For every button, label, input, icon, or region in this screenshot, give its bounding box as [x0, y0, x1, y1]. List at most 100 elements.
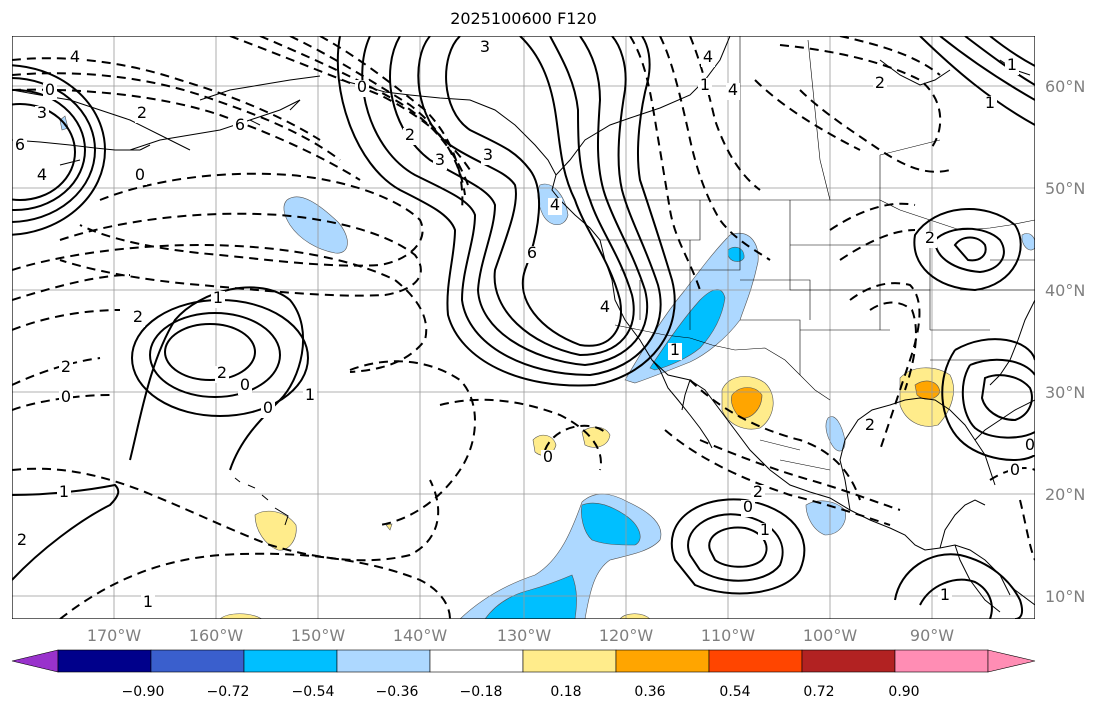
- contour-neg-mid-2: [439, 398, 602, 471]
- contour-neg-mid-1: [349, 360, 476, 526]
- contour-label-bg: [433, 153, 447, 170]
- colorbar-tick-neg018: −0.18: [459, 684, 503, 700]
- contour-ridge-5: [336, 36, 676, 387]
- contour-label-bg: [68, 50, 82, 67]
- contour-low-ne-1: [933, 227, 1005, 274]
- contour-label-bg: [238, 378, 252, 395]
- contour-neg-south-2: [12, 467, 440, 562]
- contour-label: 1: [940, 585, 950, 604]
- colorbar-tick-pos018: 0.18: [550, 684, 582, 700]
- contour-label: 0: [61, 387, 71, 406]
- contour-label: 0: [743, 497, 753, 516]
- contour-label: 1: [59, 482, 69, 501]
- contour-label-bg: [303, 388, 317, 405]
- contour-neg-plains-1: [829, 202, 916, 261]
- lat-label-40n: 40°N: [1045, 281, 1086, 300]
- contour-label-layer: 4036643202464341200122012012100021124123…: [13, 37, 1035, 612]
- lat-label-20n: 20°N: [1045, 485, 1086, 504]
- contour-label-bg: [548, 198, 562, 215]
- contour-se-corner-2: [919, 578, 993, 619]
- colorbar-tick-neg072: −0.72: [206, 684, 250, 700]
- contour-label: 4: [550, 195, 560, 214]
- contour-high-central-1: [164, 323, 256, 381]
- mexico-states: [759, 439, 831, 471]
- contour-label-bg: [141, 595, 155, 612]
- contour-label-bg: [983, 96, 997, 113]
- contour-high-gulf-3: [980, 374, 1033, 422]
- colorbar-tick-pos090: 0.90: [888, 684, 920, 700]
- contour-ridge-1: [445, 36, 622, 347]
- coast-yucatan: [939, 499, 986, 549]
- canada-provinces: [739, 36, 941, 201]
- colorbar-tick-neg054: −0.54: [291, 684, 335, 700]
- contour-high-mexico-3: [670, 498, 806, 595]
- colorbar-bin-2: [243, 649, 338, 673]
- contour-neg-west-us-2: [659, 36, 771, 261]
- contour-label: 0: [1025, 435, 1035, 454]
- contour-label: 3: [435, 150, 445, 169]
- contour-label: 4: [37, 165, 47, 184]
- coast-gulf-of-mexico: [839, 397, 1035, 511]
- contour-neg-mid-3: [544, 424, 606, 451]
- lat-label-30n: 30°N: [1045, 383, 1086, 402]
- contour-label-bg: [355, 80, 369, 97]
- contour-label: 0: [135, 165, 145, 184]
- contour-neg-pacific-3: [12, 243, 428, 373]
- shade-neg-light-mexico-coast: [805, 500, 846, 536]
- contour-label-bg: [215, 366, 229, 383]
- contour-label: 1: [213, 288, 223, 307]
- contour-neg-north-4: [319, 36, 464, 211]
- contour-label-bg: [35, 106, 49, 123]
- contour-low-ne-3: [953, 236, 987, 262]
- coast-north-america-west: [551, 36, 1035, 606]
- contour-label-bg: [701, 50, 715, 67]
- contour-label-bg: [938, 588, 952, 605]
- shade-neg-light-sw-us: [624, 233, 759, 384]
- contour-neg-north-3: [289, 36, 466, 196]
- contour-label-bg: [598, 300, 612, 317]
- negative-contours: [12, 36, 1035, 619]
- page-title: 2025100600 F120: [450, 9, 597, 28]
- contour-neg-pacific-4: [12, 274, 131, 331]
- contour-neg-nw-3: [12, 88, 361, 181]
- contour-label: 2: [875, 73, 885, 92]
- colorbar-bin-0: [57, 649, 152, 673]
- colorbar-extend-high: [987, 649, 1036, 673]
- colorbar-bin-9: [894, 649, 989, 673]
- contour-label: 3: [483, 145, 493, 164]
- contour-label-bg: [751, 485, 765, 502]
- contour-neg-pacific-1: [79, 172, 424, 267]
- contour-neg-central-2: [699, 439, 901, 511]
- contour-label: 2: [925, 228, 935, 247]
- shade-neg-light-gulf: [825, 416, 846, 452]
- contour-label-bg: [1005, 58, 1019, 75]
- colorbar-tick-pos054: 0.54: [719, 684, 751, 700]
- contour-label-bg: [525, 246, 539, 263]
- contour-label: 1: [670, 340, 680, 359]
- contour-label-bg: [59, 360, 73, 377]
- state-lines-east: [930, 259, 1035, 361]
- contour-label: 2: [17, 530, 27, 549]
- coast-baja: [651, 359, 713, 449]
- contour-high-nw-4: [12, 64, 106, 236]
- colorbar-extend-low: [11, 649, 59, 673]
- lon-label-130w: 130°W: [496, 626, 552, 645]
- colorbar-tick-neg090: −0.90: [121, 684, 165, 700]
- contour-label-bg: [541, 450, 555, 467]
- contour-high-nw-3: [12, 77, 96, 223]
- colorbar-bin-4: [429, 649, 524, 673]
- contour-label-bg: [668, 343, 682, 360]
- contour-label: 1: [305, 385, 315, 404]
- contour-high-gulf-2: [961, 358, 1035, 439]
- contour-se-corner-1: [894, 553, 1024, 619]
- lon-label-120w: 120°W: [598, 626, 654, 645]
- contour-high-nw-1: [12, 103, 76, 201]
- contour-ne-corner-4: [919, 36, 1035, 126]
- contour-label-bg: [741, 500, 755, 517]
- shade-pos-light-mid-pacific-b: [581, 426, 611, 448]
- contour-label-bg: [135, 106, 149, 123]
- contour-label: 1: [985, 93, 995, 112]
- contour-label-bg: [923, 231, 937, 248]
- contour-ridge-2: [417, 36, 635, 357]
- contour-neg-west-us-5: [754, 79, 861, 151]
